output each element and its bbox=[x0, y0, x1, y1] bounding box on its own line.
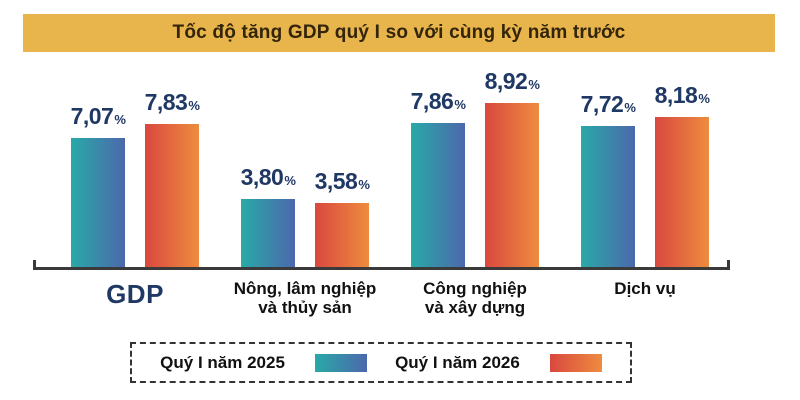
category-label-3: Công nghiệp và xây dựng bbox=[390, 279, 560, 317]
bar-column: 8,18% bbox=[655, 60, 710, 270]
category-row: GDP Nông, lâm nghiệp và thủy sản Công nghiệ… bbox=[50, 279, 730, 317]
chart-title-banner: Tốc độ tăng GDP quý I so với cùng kỳ năm… bbox=[23, 14, 775, 52]
bar-value-label: 7,72% bbox=[581, 91, 636, 118]
percent-sign: % bbox=[528, 77, 540, 92]
legend-swatch-1 bbox=[314, 353, 367, 372]
value-number: 7,83 bbox=[144, 89, 188, 115]
bar-column: 3,58% bbox=[315, 60, 370, 270]
bar-column: 7,07% bbox=[71, 60, 126, 270]
value-number: 8,18 bbox=[654, 82, 698, 108]
legend-swatch-2 bbox=[549, 353, 602, 372]
percent-sign: % bbox=[698, 91, 710, 106]
bar-series2-cat3 bbox=[485, 103, 539, 270]
value-number: 7,86 bbox=[410, 88, 454, 114]
value-number: 7,72 bbox=[580, 91, 624, 117]
percent-sign: % bbox=[624, 100, 636, 115]
bar-column: 7,83% bbox=[145, 60, 200, 270]
bar-series1-cat4 bbox=[581, 126, 635, 270]
percent-sign: % bbox=[284, 173, 296, 188]
bar-column: 3,80% bbox=[241, 60, 296, 270]
bar-value-label: 8,18% bbox=[655, 82, 710, 109]
value-number: 3,80 bbox=[240, 164, 284, 190]
category-label-2: Nông, lâm nghiệp và thủy sản bbox=[220, 279, 390, 317]
bar-value-label: 8,92% bbox=[485, 68, 540, 95]
bar-column: 8,92% bbox=[485, 60, 540, 270]
category-label-line: và xây dựng bbox=[424, 298, 526, 318]
bar-value-label: 3,58% bbox=[315, 168, 370, 195]
legend-label: Quý I năm 2026 bbox=[395, 352, 520, 372]
value-number: 3,58 bbox=[314, 168, 358, 194]
bar-value-label: 7,83% bbox=[145, 89, 200, 116]
percent-sign: % bbox=[188, 98, 200, 113]
percent-sign: % bbox=[358, 177, 370, 192]
bar-value-label: 7,07% bbox=[71, 103, 126, 130]
category-label-line: GDP bbox=[106, 279, 164, 309]
percent-sign: % bbox=[454, 97, 466, 112]
category-label-line: Công nghiệp bbox=[423, 279, 527, 298]
bar-group-2: 3,80% 3,58% bbox=[220, 60, 390, 270]
x-axis-line bbox=[33, 260, 730, 270]
bar-series2-cat1 bbox=[145, 124, 199, 270]
bar-series1-cat3 bbox=[411, 123, 465, 270]
category-label-line: Dịch vụ bbox=[614, 279, 676, 298]
bar-group-1: 7,07% 7,83% bbox=[50, 60, 220, 270]
bar-series2-cat2 bbox=[315, 203, 369, 270]
plot-area: 7,07% 7,83% 3,80% 3,58% 7,86% 8,92% 7,72% 8,18% bbox=[50, 60, 730, 270]
legend-item-2: Quý I năm 2026 bbox=[395, 353, 602, 373]
bar-value-label: 7,86% bbox=[411, 88, 466, 115]
value-number: 8,92 bbox=[484, 68, 528, 94]
value-number: 7,07 bbox=[70, 103, 114, 129]
bar-group-4: 7,72% 8,18% bbox=[560, 60, 730, 270]
chart-title: Tốc độ tăng GDP quý I so với cùng kỳ năm… bbox=[172, 22, 626, 43]
bar-series1-cat1 bbox=[71, 138, 125, 270]
legend: Quý I năm 2025 Quý I năm 2026 bbox=[130, 342, 632, 383]
category-label-4: Dịch vụ bbox=[560, 279, 730, 317]
bar-value-label: 3,80% bbox=[241, 164, 296, 191]
legend-label: Quý I năm 2025 bbox=[160, 352, 285, 372]
bar-group-3: 7,86% 8,92% bbox=[390, 60, 560, 270]
legend-item-1: Quý I năm 2025 bbox=[160, 353, 367, 373]
bar-column: 7,86% bbox=[411, 60, 466, 270]
bar-column: 7,72% bbox=[581, 60, 636, 270]
bar-series1-cat2 bbox=[241, 199, 295, 270]
category-label-line: Nông, lâm nghiệp bbox=[233, 279, 377, 298]
bar-series2-cat4 bbox=[655, 117, 709, 270]
category-label-1: GDP bbox=[50, 279, 220, 317]
category-label-line: và thủy sản bbox=[258, 298, 352, 318]
percent-sign: % bbox=[114, 112, 126, 127]
